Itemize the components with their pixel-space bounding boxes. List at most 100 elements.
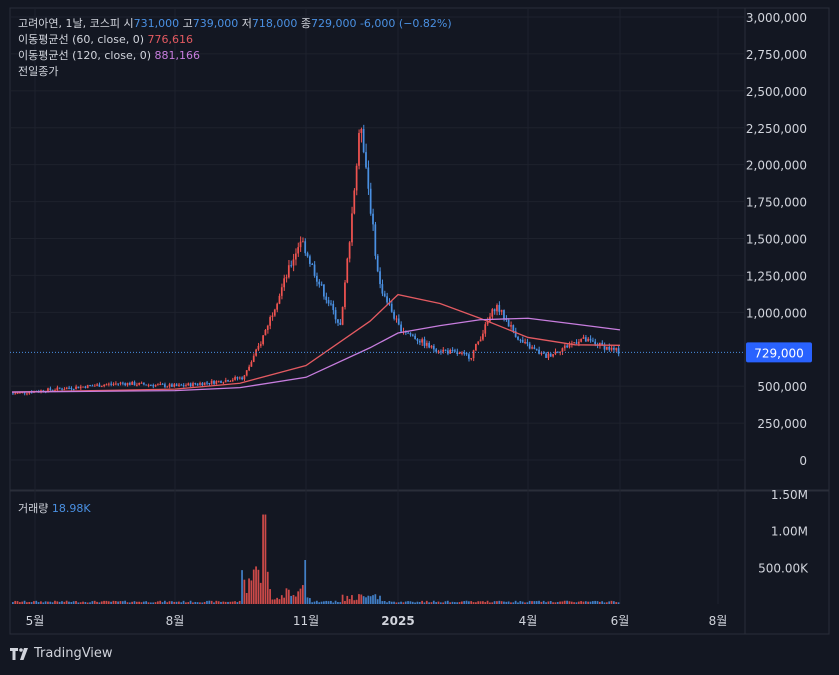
- volume-legend[interactable]: 거래량 18.98K: [18, 500, 91, 516]
- candle-body: [75, 386, 77, 390]
- volume-bar: [255, 566, 257, 604]
- volume-bar: [16, 601, 19, 604]
- symbol-title: 고려아연, 1날, 코스피: [18, 17, 120, 30]
- volume-bar: [142, 601, 145, 604]
- candle-body: [608, 346, 611, 350]
- footer-brand[interactable]: TradingView: [10, 646, 113, 661]
- candle-body: [407, 332, 409, 334]
- candle-body: [250, 361, 253, 367]
- prev-close-row[interactable]: 전일종가: [18, 64, 452, 80]
- candle-body: [617, 348, 620, 354]
- candle-body: [603, 345, 606, 350]
- ma60-row[interactable]: 이동평균선 (60, close, 0) 776,616: [18, 32, 452, 48]
- volume-bar: [608, 601, 611, 604]
- candle-body: [61, 388, 63, 390]
- volume-bar: [330, 600, 332, 604]
- volume-bar: [180, 602, 183, 604]
- volume-bar: [201, 602, 204, 604]
- candle-body: [477, 341, 480, 344]
- time-tick-label: 5월: [26, 614, 45, 628]
- price-pane-border: [9, 7, 830, 491]
- volume-bar: [615, 602, 618, 604]
- volume-bar: [435, 602, 437, 604]
- ma120-label: 이동평균선 (120, close, 0): [18, 49, 151, 62]
- candle-body: [435, 349, 437, 352]
- candle-body: [514, 330, 517, 337]
- candle-body: [110, 383, 112, 385]
- volume-bar: [383, 600, 386, 604]
- volume-bar: [161, 602, 164, 604]
- volume-bar: [40, 601, 42, 604]
- candle-body: [215, 381, 218, 384]
- candle-body: [173, 384, 176, 387]
- volume-bar: [477, 601, 480, 604]
- candle-body: [245, 370, 248, 376]
- volume-bar: [210, 600, 213, 604]
- candle-body: [598, 342, 601, 346]
- last-price-badge[interactable]: [746, 342, 812, 363]
- volume-bar: [65, 600, 68, 604]
- volume-bar: [374, 594, 377, 604]
- candle-body: [458, 352, 461, 354]
- candle-body: [196, 384, 199, 386]
- volume-bar: [496, 601, 498, 604]
- volume-bar: [348, 599, 351, 604]
- volume-bar: [372, 595, 374, 604]
- volume-bar: [117, 601, 119, 604]
- volume-bar: [119, 601, 122, 604]
- candle-body: [189, 383, 192, 387]
- candle-body: [124, 383, 126, 386]
- price-tick-label: 1,000,000: [746, 306, 807, 320]
- time-tick-label: 11월: [293, 614, 319, 628]
- candle-body: [299, 241, 302, 248]
- volume-bar: [199, 602, 201, 604]
- volume-bar: [416, 601, 419, 604]
- candle-body: [280, 287, 283, 296]
- volume-bar: [313, 601, 316, 604]
- volume-bar: [91, 601, 94, 604]
- volume-bar: [14, 600, 17, 604]
- price-tick-label: 1,250,000: [746, 269, 807, 283]
- candle-body: [512, 325, 515, 331]
- volume-bar: [577, 601, 580, 604]
- volume-bar: [89, 602, 91, 604]
- volume-label: 거래량: [18, 502, 49, 515]
- volume-bar: [56, 601, 59, 604]
- volume-bar: [227, 601, 229, 604]
- volume-bar: [257, 569, 260, 604]
- volume-bar: [192, 602, 194, 604]
- candle-body: [306, 253, 309, 257]
- candle-body: [372, 213, 374, 225]
- candle-body: [28, 392, 31, 394]
- volume-bar: [479, 601, 482, 604]
- candle-body: [369, 188, 372, 214]
- volume-bar: [409, 601, 412, 604]
- candle-body: [84, 386, 87, 388]
- candle-body: [149, 384, 152, 386]
- time-tick-label: 8월: [166, 614, 185, 628]
- candle-body: [365, 152, 367, 168]
- candle-body: [524, 342, 526, 344]
- candle-body: [145, 384, 148, 386]
- candle-body: [128, 382, 131, 385]
- volume-bar: [185, 602, 187, 604]
- volume-bar: [276, 597, 278, 604]
- ma120-row[interactable]: 이동평균선 (120, close, 0) 881,166: [18, 48, 452, 64]
- volume-bar: [250, 580, 253, 604]
- candle-body: [304, 241, 307, 254]
- candle-body: [259, 344, 262, 346]
- volume-bar: [54, 600, 56, 604]
- candle-body: [241, 377, 243, 380]
- candle-body: [236, 377, 239, 379]
- volume-bar: [320, 601, 323, 604]
- candle-body: [482, 333, 484, 340]
- candle-body: [308, 256, 311, 264]
- candle-body: [409, 333, 412, 335]
- volume-bar: [561, 601, 564, 604]
- volume-bar: [341, 594, 344, 604]
- volume-bar: [470, 601, 473, 604]
- volume-bar: [110, 601, 112, 604]
- candle-body: [51, 389, 54, 391]
- candle-body: [201, 383, 204, 386]
